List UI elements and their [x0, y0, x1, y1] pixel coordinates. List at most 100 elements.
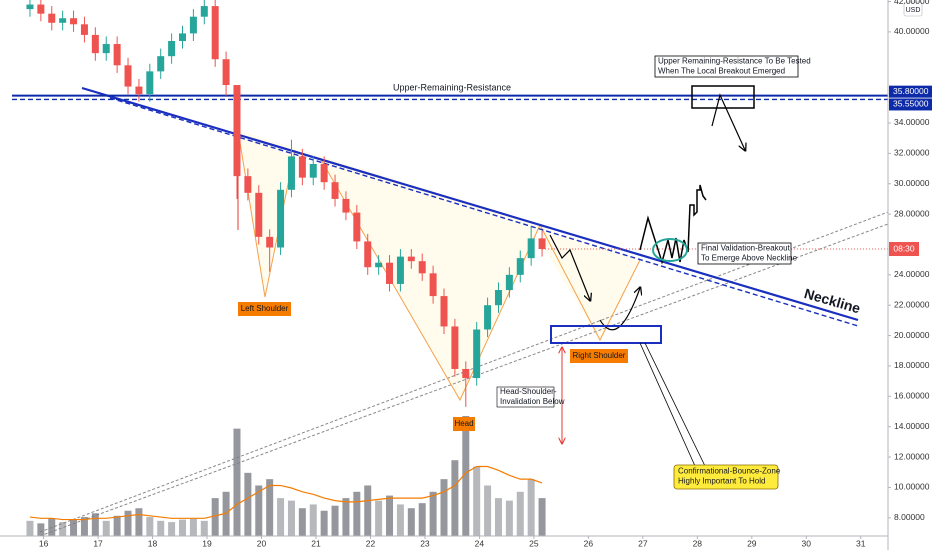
- x-tick-label: 30: [802, 538, 812, 548]
- candle-body: [484, 305, 492, 330]
- volume-bar: [538, 498, 546, 536]
- level-label: 35.80000: [893, 86, 929, 96]
- x-tick-label: 19: [202, 538, 212, 548]
- level-label: 35.55000: [893, 99, 929, 109]
- head-line: [319, 157, 541, 402]
- candle-body: [527, 238, 535, 259]
- candle-body: [222, 59, 230, 86]
- candle-body: [211, 6, 219, 60]
- callout-pointer: [639, 342, 696, 467]
- candle-body: [407, 256, 415, 262]
- volume-bar: [473, 466, 481, 536]
- volume-bar: [113, 515, 121, 536]
- level-label-box: [889, 85, 932, 98]
- x-tick-label: 28: [693, 538, 703, 548]
- volume-bar: [222, 491, 230, 536]
- x-tick-label: 26: [584, 538, 594, 548]
- right-shoulder-line: [539, 224, 641, 342]
- y-tick-label: 42.00000: [894, 0, 930, 6]
- pattern-label: Left Shoulder: [241, 304, 289, 313]
- candle-body: [538, 238, 546, 250]
- note-box: [697, 242, 792, 265]
- annotations: Upper-Remaining-Resistance Upper Remaini…: [238, 55, 862, 490]
- callout-pointer: [644, 342, 706, 467]
- volume-bar: [418, 503, 426, 536]
- volume-bar: [37, 523, 45, 536]
- volume-bar: [396, 504, 404, 536]
- candle-body: [516, 258, 524, 275]
- candle-body: [124, 65, 132, 87]
- volume-bar: [146, 517, 154, 536]
- currency: USD: [906, 7, 921, 14]
- candle-body: [396, 256, 404, 284]
- volume-bar: [516, 491, 524, 536]
- volume-bar: [320, 510, 328, 536]
- note-box: [673, 464, 779, 490]
- volume-bar: [200, 520, 208, 536]
- volume-bar: [484, 485, 492, 536]
- y-tick-label: 40.00000: [894, 26, 930, 36]
- volume-bar: [91, 513, 99, 536]
- volume-bar: [364, 485, 372, 536]
- volume-bar: [179, 519, 187, 536]
- y-tick-label: 20.00000: [894, 330, 930, 340]
- x-tick-label: 29: [747, 538, 757, 548]
- note-text: Confirmational-Bounce-Zone: [678, 467, 781, 476]
- y-tick-label: 14.00000: [894, 421, 930, 431]
- channel-line: [39, 223, 889, 537]
- volume-bar: [451, 460, 459, 536]
- candle-body: [26, 4, 34, 10]
- candle-body: [386, 262, 394, 284]
- y-tick-label: 16.00000: [894, 391, 930, 401]
- candle-body: [505, 274, 513, 291]
- candle-body: [440, 296, 448, 327]
- candle-body: [48, 13, 56, 23]
- y-tick-label: 12.00000: [894, 451, 930, 461]
- note-text: Final Validation-Breakout: [701, 244, 791, 253]
- candle-body: [179, 33, 187, 41]
- plot: [12, 0, 888, 536]
- volume-bar: [429, 491, 437, 536]
- volume-bar: [26, 520, 34, 536]
- candle-body: [200, 6, 208, 17]
- volume-bar: [342, 498, 350, 536]
- label-box: [453, 417, 475, 431]
- candle-body: [320, 163, 328, 183]
- volume-bar: [48, 518, 56, 536]
- volume-bar: [353, 491, 361, 536]
- y-tick-label: 8.00000: [894, 512, 925, 522]
- last-price-box: [889, 242, 919, 257]
- volume-bar: [266, 479, 274, 536]
- volume-bar: [233, 428, 241, 536]
- volume-bar: [440, 479, 448, 536]
- x-tick-label: 21: [311, 538, 321, 548]
- level-label-box: [889, 98, 932, 111]
- candle-body: [353, 212, 361, 242]
- candle-body: [59, 18, 67, 23]
- currency-box: [903, 1, 923, 17]
- y-tick-label: 22.00000: [894, 299, 930, 309]
- neckline: [81, 86, 859, 322]
- x-tick-label: 17: [93, 538, 103, 548]
- volume-bar: [309, 504, 317, 536]
- label-box: [238, 302, 291, 316]
- volume-bar: [375, 500, 383, 536]
- resistance-box: [691, 85, 755, 109]
- candle-body: [255, 192, 263, 237]
- candle-body: [462, 368, 470, 379]
- volume-bar: [70, 519, 78, 536]
- volume-bar: [331, 505, 339, 536]
- candle-body: [418, 261, 426, 274]
- note-box: [496, 386, 555, 408]
- projection-arrow: [549, 234, 590, 300]
- last-price-label: 08:30: [893, 243, 915, 253]
- candle-body: [342, 198, 350, 213]
- candle-body: [146, 71, 154, 95]
- x-tick-label: 25: [529, 538, 539, 548]
- candle-body: [91, 34, 99, 54]
- pattern-label: Right Shoulder: [573, 351, 626, 360]
- y-tick-label: 32.00000: [894, 148, 930, 158]
- note-text: Invalidation Below: [500, 397, 565, 406]
- resistance-arrow: [711, 93, 745, 150]
